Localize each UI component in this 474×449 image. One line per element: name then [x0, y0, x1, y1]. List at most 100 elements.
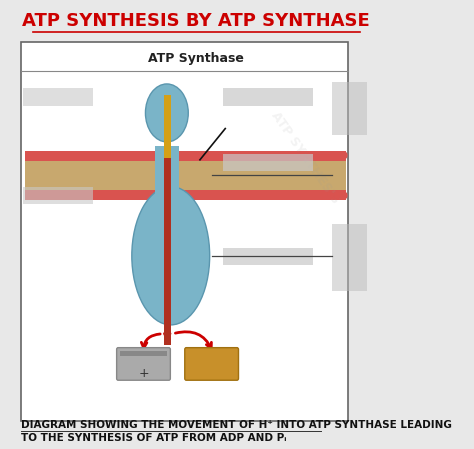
Circle shape — [26, 152, 32, 158]
Circle shape — [96, 192, 101, 199]
Circle shape — [229, 192, 235, 199]
FancyBboxPatch shape — [164, 158, 171, 345]
Circle shape — [236, 192, 242, 199]
Circle shape — [243, 192, 249, 199]
Circle shape — [82, 152, 88, 158]
Text: +: + — [138, 367, 149, 380]
Circle shape — [292, 192, 298, 199]
Circle shape — [264, 152, 270, 158]
Circle shape — [278, 192, 284, 199]
FancyBboxPatch shape — [25, 161, 346, 190]
Circle shape — [61, 192, 67, 199]
Circle shape — [96, 152, 101, 158]
Circle shape — [201, 152, 207, 158]
Circle shape — [257, 192, 263, 199]
Text: TO THE SYNTHESIS OF ATP FROM ADP AND Pᵢ: TO THE SYNTHESIS OF ATP FROM ADP AND Pᵢ — [21, 433, 286, 443]
Circle shape — [320, 192, 326, 199]
Circle shape — [68, 152, 73, 158]
Circle shape — [201, 192, 207, 199]
Circle shape — [54, 152, 60, 158]
Circle shape — [250, 152, 256, 158]
FancyBboxPatch shape — [185, 348, 238, 380]
Circle shape — [257, 152, 263, 158]
Circle shape — [313, 192, 319, 199]
Circle shape — [33, 152, 38, 158]
Circle shape — [327, 192, 333, 199]
Circle shape — [110, 152, 116, 158]
Circle shape — [285, 192, 291, 199]
Ellipse shape — [132, 187, 210, 325]
Circle shape — [208, 152, 214, 158]
Circle shape — [110, 192, 116, 199]
Circle shape — [103, 152, 109, 158]
Circle shape — [299, 152, 305, 158]
Circle shape — [250, 192, 256, 199]
Circle shape — [47, 152, 53, 158]
Circle shape — [327, 152, 333, 158]
FancyBboxPatch shape — [21, 42, 348, 421]
Circle shape — [215, 192, 221, 199]
Circle shape — [306, 152, 312, 158]
Circle shape — [313, 152, 319, 158]
Circle shape — [138, 192, 144, 199]
Circle shape — [285, 152, 291, 158]
FancyBboxPatch shape — [164, 95, 171, 162]
Text: DIAGRAM SHOWING THE MOVEMENT OF H⁺ INTO ATP SYNTHASE LEADING: DIAGRAM SHOWING THE MOVEMENT OF H⁺ INTO … — [21, 420, 452, 430]
Circle shape — [292, 152, 298, 158]
FancyBboxPatch shape — [25, 190, 346, 200]
FancyBboxPatch shape — [25, 151, 346, 161]
Circle shape — [117, 152, 123, 158]
Circle shape — [75, 152, 81, 158]
Circle shape — [131, 192, 137, 199]
Circle shape — [208, 192, 214, 199]
FancyBboxPatch shape — [332, 224, 367, 291]
FancyBboxPatch shape — [332, 82, 367, 135]
Circle shape — [82, 192, 88, 199]
FancyBboxPatch shape — [120, 351, 167, 356]
Circle shape — [264, 192, 270, 199]
Circle shape — [40, 192, 46, 199]
Circle shape — [299, 192, 305, 199]
Text: ATP SYNTHESIS: ATP SYNTHESIS — [268, 109, 342, 206]
Circle shape — [222, 192, 228, 199]
Circle shape — [117, 192, 123, 199]
Circle shape — [194, 152, 200, 158]
Circle shape — [68, 192, 73, 199]
Circle shape — [222, 152, 228, 158]
Circle shape — [61, 152, 67, 158]
Circle shape — [33, 192, 38, 199]
Circle shape — [320, 152, 326, 158]
Circle shape — [54, 192, 60, 199]
Text: ATP Synthase: ATP Synthase — [148, 52, 244, 65]
Circle shape — [75, 192, 81, 199]
Circle shape — [341, 192, 347, 199]
Circle shape — [103, 192, 109, 199]
FancyBboxPatch shape — [23, 188, 93, 204]
FancyBboxPatch shape — [223, 154, 313, 171]
Circle shape — [306, 192, 312, 199]
Circle shape — [243, 152, 249, 158]
Circle shape — [334, 192, 340, 199]
Circle shape — [124, 192, 130, 199]
Circle shape — [47, 192, 53, 199]
FancyBboxPatch shape — [223, 248, 313, 264]
Circle shape — [236, 152, 242, 158]
Circle shape — [278, 152, 284, 158]
Circle shape — [341, 152, 347, 158]
Circle shape — [271, 192, 277, 199]
FancyBboxPatch shape — [223, 88, 313, 106]
Text: ATP SYNTHESIS BY ATP SYNTHASE: ATP SYNTHESIS BY ATP SYNTHASE — [22, 13, 370, 31]
FancyBboxPatch shape — [117, 348, 170, 380]
Ellipse shape — [146, 84, 188, 142]
Circle shape — [40, 152, 46, 158]
Circle shape — [229, 152, 235, 158]
FancyBboxPatch shape — [23, 88, 93, 106]
Circle shape — [215, 152, 221, 158]
Circle shape — [26, 192, 32, 199]
Circle shape — [89, 192, 95, 199]
FancyBboxPatch shape — [155, 146, 179, 200]
Circle shape — [89, 152, 95, 158]
Circle shape — [334, 152, 340, 158]
Circle shape — [271, 152, 277, 158]
Circle shape — [194, 192, 200, 199]
